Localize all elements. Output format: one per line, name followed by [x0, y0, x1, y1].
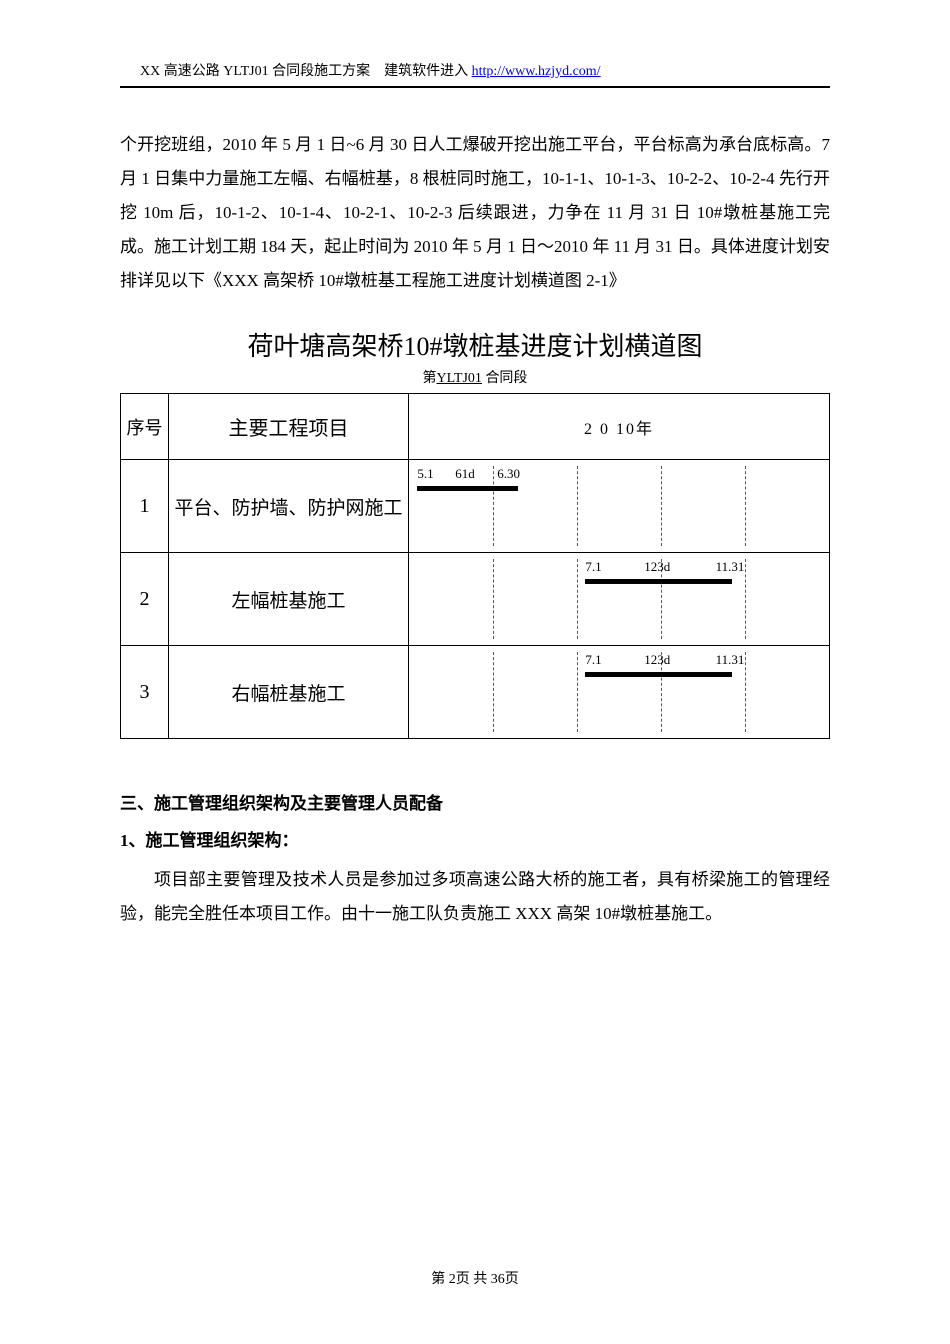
- subtitle-prefix: 第: [423, 371, 437, 386]
- gantt-label: 11.31: [716, 652, 745, 668]
- th-project: 主要工程项目: [169, 394, 409, 460]
- gantt-label: 7.1: [585, 559, 601, 575]
- gantt-inner: 5.1 61d 6.30: [409, 466, 829, 546]
- th-seq: 序号: [121, 394, 169, 460]
- th-year: 2 0 10年: [409, 394, 830, 460]
- gantt-gridline: [493, 652, 494, 732]
- gantt-bar: [585, 672, 732, 677]
- gantt-label: 5.1: [417, 466, 433, 482]
- gantt-gridline: [577, 559, 578, 639]
- section3-heading: 三、施工管理组织架构及主要管理人员配备: [120, 789, 830, 814]
- table-row: 2左幅桩基施工 7.1 123d 11.31: [121, 553, 830, 646]
- intro-paragraph: 个开挖班组，2010 年 5 月 1 日~6 月 30 日人工爆破开挖出施工平台…: [120, 128, 830, 298]
- gantt-label: 6.30: [497, 466, 520, 482]
- gantt-label: 7.1: [585, 652, 601, 668]
- gantt-bar: [417, 486, 518, 491]
- gantt-label: 123d: [644, 559, 670, 575]
- page-header: XX 高速公路 YLTJ01 合同段施工方案 建筑软件进入 http://www…: [120, 60, 830, 80]
- row-gantt-cell: 7.1 123d 11.31: [409, 646, 830, 739]
- section3-sub1: 1、施工管理组织架构：: [120, 826, 830, 851]
- gantt-bar: [585, 579, 732, 584]
- page-footer: 第 2页 共 36页: [0, 1268, 950, 1288]
- gantt-gridline: [745, 466, 746, 546]
- header-underline: [120, 86, 830, 88]
- row-gantt-cell: 7.1 123d 11.31: [409, 553, 830, 646]
- table-row: 1平台、防护墙、防护网施工 5.1 61d 6.30: [121, 460, 830, 553]
- gantt-label: 61d: [455, 466, 475, 482]
- gantt-gridline: [745, 559, 746, 639]
- gantt-gridline: [745, 652, 746, 732]
- gantt-gridline: [577, 652, 578, 732]
- section3-paragraph: 项目部主要管理及技术人员是参加过多项高速公路大桥的施工者，具有桥梁施工的管理经验…: [120, 863, 830, 931]
- header-prefix-text: XX 高速公路 YLTJ01 合同段施工方案 建筑软件进入: [140, 64, 472, 79]
- row-seq: 1: [121, 460, 169, 553]
- row-seq: 2: [121, 553, 169, 646]
- table-row: 3右幅桩基施工 7.1 123d 11.31: [121, 646, 830, 739]
- row-project: 左幅桩基施工: [169, 553, 409, 646]
- row-seq: 3: [121, 646, 169, 739]
- gantt-gridline: [661, 466, 662, 546]
- gantt-inner: 7.1 123d 11.31: [409, 559, 829, 639]
- gantt-gridline: [493, 466, 494, 546]
- subtitle-suffix: 合同段: [482, 371, 528, 386]
- row-gantt-cell: 5.1 61d 6.30: [409, 460, 830, 553]
- gantt-label: 123d: [644, 652, 670, 668]
- row-project: 平台、防护墙、防护网施工: [169, 460, 409, 553]
- subtitle-underlined: YLTJ01: [437, 371, 482, 386]
- gantt-label: 11.31: [716, 559, 745, 575]
- gantt-table: 序号 主要工程项目 2 0 10年 1平台、防护墙、防护网施工 5.1 61d 6.3…: [120, 393, 830, 739]
- gantt-title: 荷叶塘高架桥10#墩桩基进度计划横道图: [120, 326, 830, 363]
- gantt-subtitle: 第YLTJ01 合同段: [120, 367, 830, 387]
- gantt-gridline: [493, 559, 494, 639]
- gantt-gridline: [577, 466, 578, 546]
- gantt-inner: 7.1 123d 11.31: [409, 652, 829, 732]
- header-link[interactable]: http://www.hzjyd.com/: [472, 64, 601, 79]
- row-project: 右幅桩基施工: [169, 646, 409, 739]
